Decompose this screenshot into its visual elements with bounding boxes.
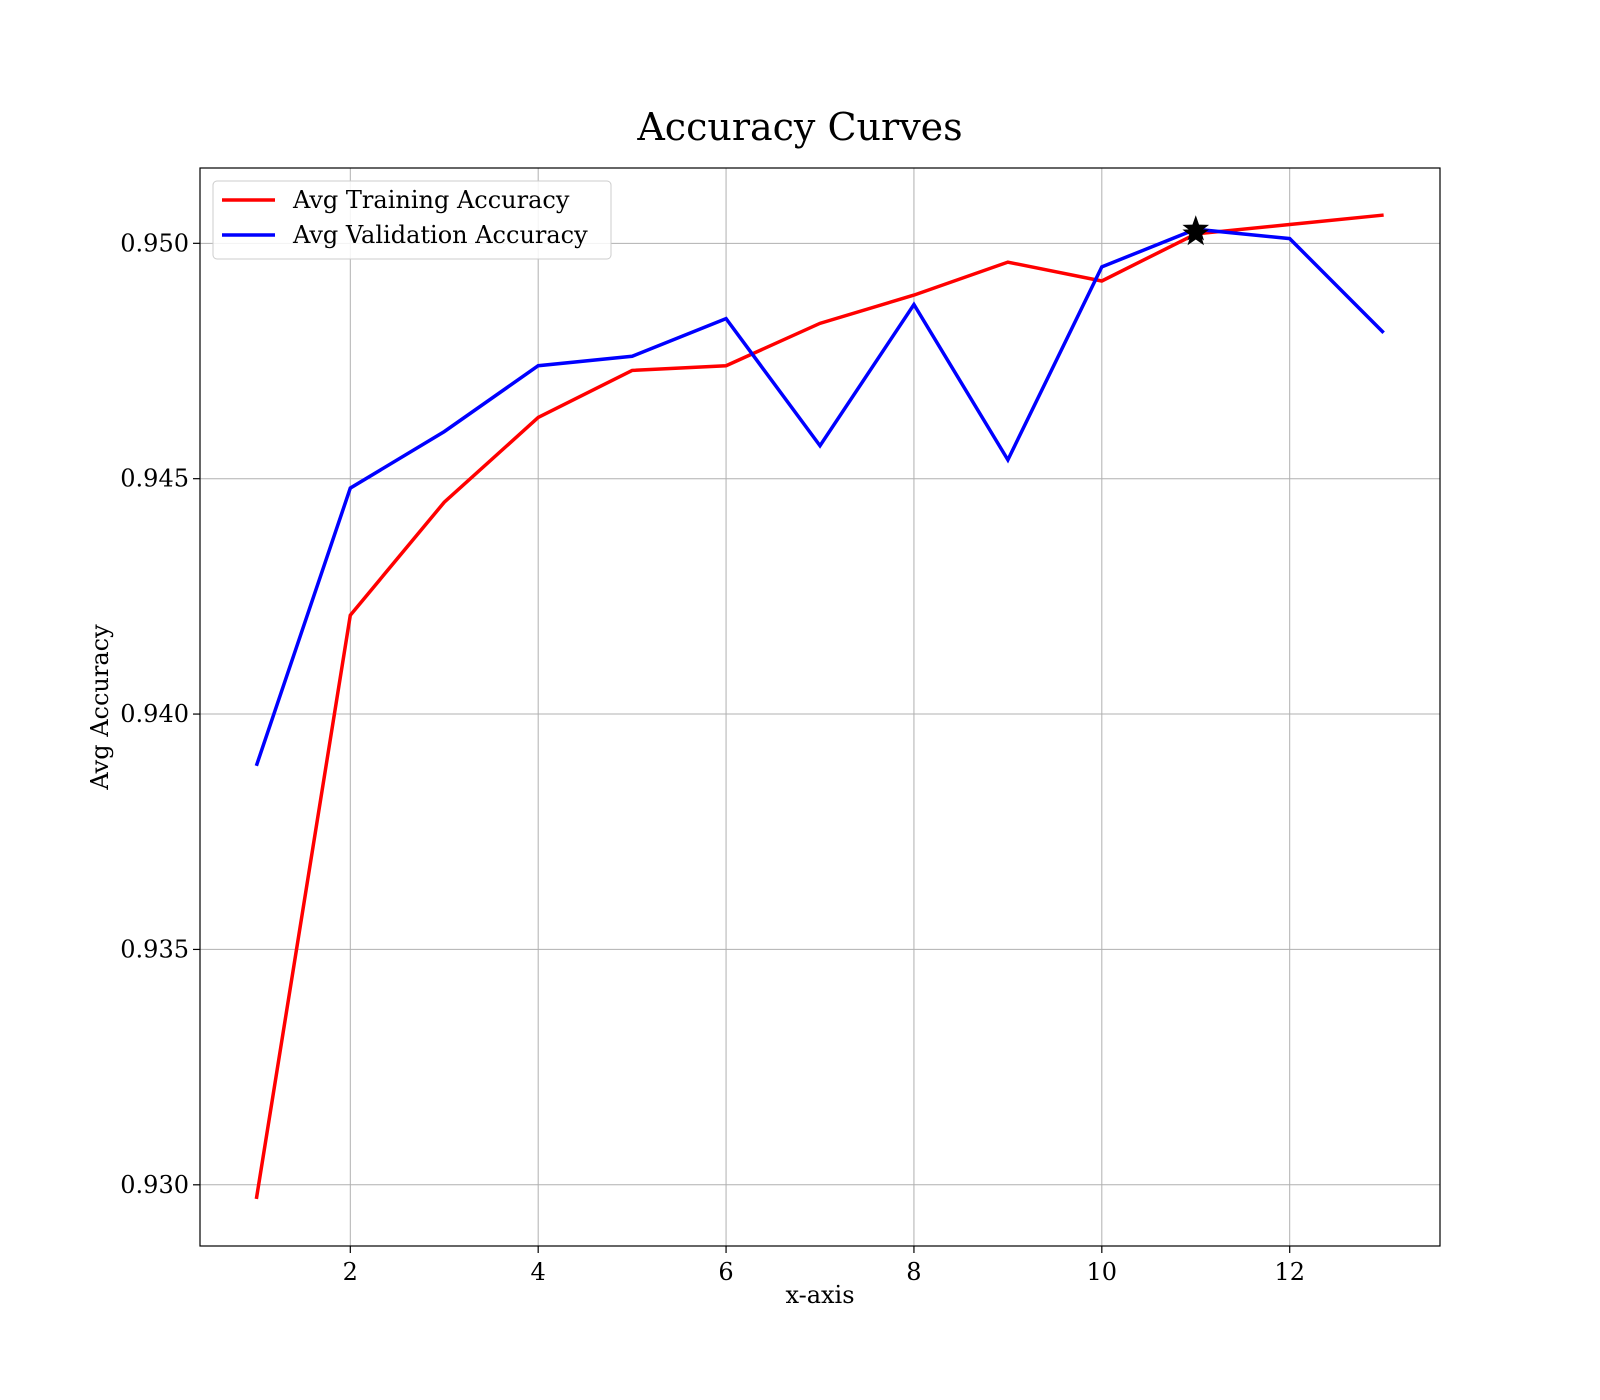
series-lines (254, 213, 1385, 1200)
y-tick-label: 0.950 (120, 229, 189, 257)
chart-title: Accuracy Curves (636, 105, 962, 149)
x-tick-label: 8 (906, 1258, 921, 1286)
y-tick-label: 0.945 (120, 465, 189, 493)
legend: Avg Training Accuracy Avg Validation Acc… (212, 180, 612, 260)
x-tick-label: 10 (1087, 1258, 1118, 1286)
series-line-training (254, 213, 1384, 1200)
x-tick-label: 2 (343, 1258, 358, 1286)
legend-frame (212, 180, 612, 260)
axis-ticks: 2 4 6 8 10 12 0.930 0.935 0.940 0.945 0.950 (120, 229, 1305, 1286)
x-tick-label: 12 (1274, 1258, 1305, 1286)
legend-label-validation: Avg Validation Accuracy (292, 221, 588, 249)
x-tick-label: 6 (718, 1258, 733, 1286)
series-line-validation (254, 227, 1385, 767)
y-axis-label: Avg Accuracy (86, 624, 114, 791)
best-epoch-star-marker (1182, 219, 1210, 246)
y-tick-label: 0.940 (120, 700, 189, 728)
x-tick-label: 4 (531, 1258, 546, 1286)
y-tick-label: 0.935 (120, 935, 189, 963)
best-markers (1182, 215, 1210, 246)
legend-label-training: Avg Training Accuracy (292, 186, 570, 214)
grid (200, 168, 1440, 1246)
y-tick-label: 0.930 (120, 1171, 189, 1199)
plot-area (199, 167, 1441, 1247)
x-axis-label: x-axis (785, 1281, 854, 1309)
